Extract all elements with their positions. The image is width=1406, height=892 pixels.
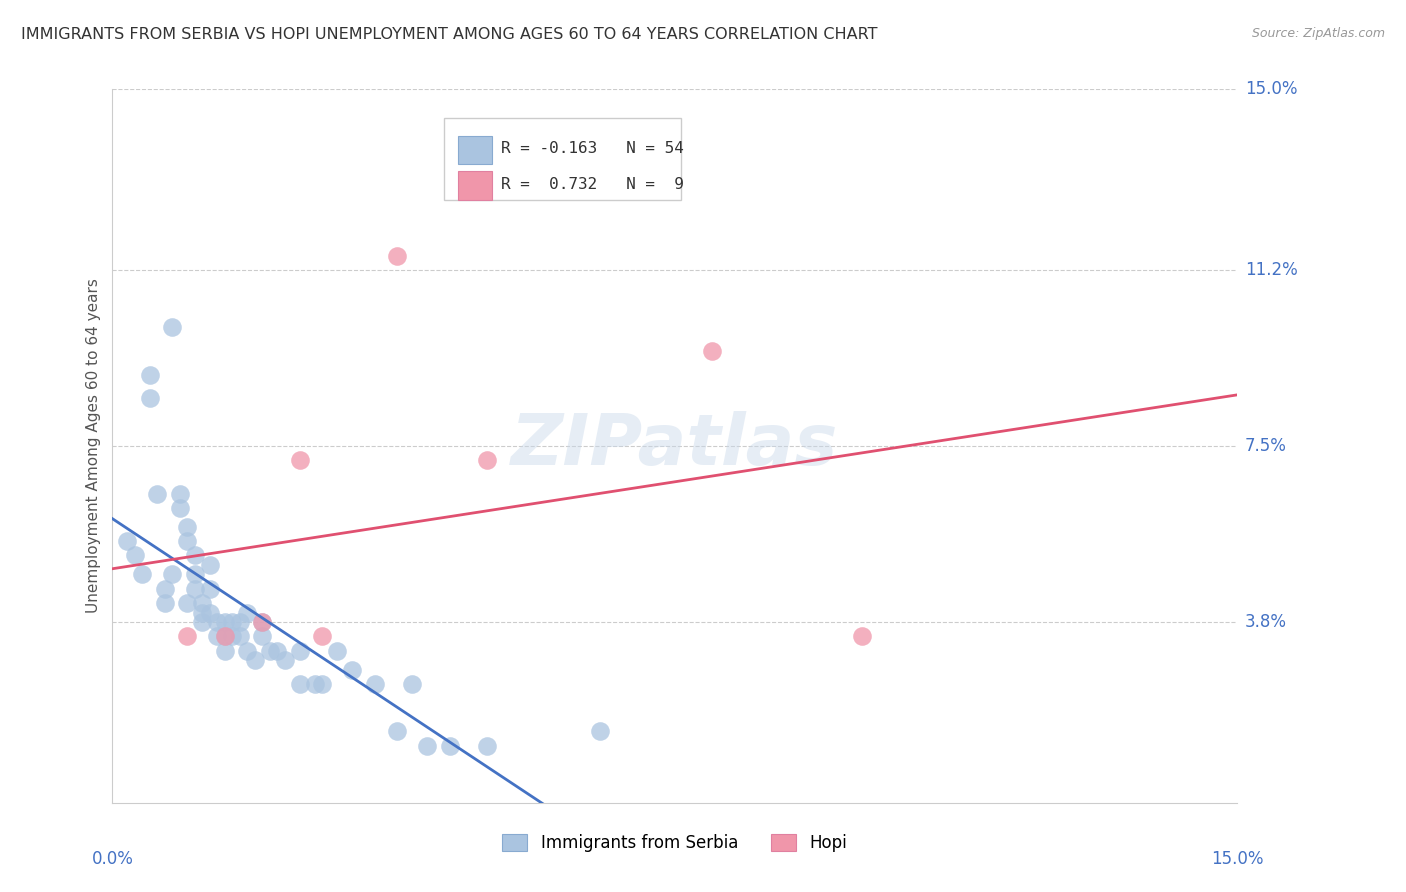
Point	[198, 606, 221, 620]
Point	[259, 643, 281, 657]
Point	[207, 615, 229, 629]
Point	[401, 677, 423, 691]
Point	[229, 629, 252, 643]
Point	[326, 643, 349, 657]
Point	[207, 629, 229, 643]
Point	[364, 677, 387, 691]
Point	[252, 615, 274, 629]
Text: 0.0%: 0.0%	[91, 850, 134, 869]
Point	[439, 739, 461, 753]
Text: 15.0%: 15.0%	[1211, 850, 1264, 869]
Point	[169, 486, 191, 500]
Point	[416, 739, 439, 753]
Point	[124, 549, 146, 563]
Point	[342, 663, 364, 677]
Point	[243, 653, 266, 667]
Point	[176, 596, 198, 610]
Text: R = -0.163   N = 54: R = -0.163 N = 54	[501, 141, 683, 156]
Point	[221, 615, 243, 629]
Point	[477, 739, 499, 753]
Point	[252, 629, 274, 643]
Text: 11.2%: 11.2%	[1244, 261, 1298, 279]
Point	[198, 582, 221, 596]
Point	[266, 643, 288, 657]
Point	[184, 567, 207, 582]
Point	[229, 615, 252, 629]
Point	[387, 724, 409, 739]
Point	[162, 320, 184, 334]
Point	[176, 629, 198, 643]
Point	[184, 549, 207, 563]
Point	[214, 629, 236, 643]
Point	[214, 615, 236, 629]
Text: 3.8%: 3.8%	[1244, 613, 1286, 631]
Y-axis label: Unemployment Among Ages 60 to 64 years: Unemployment Among Ages 60 to 64 years	[86, 278, 101, 614]
Point	[221, 629, 243, 643]
Text: IMMIGRANTS FROM SERBIA VS HOPI UNEMPLOYMENT AMONG AGES 60 TO 64 YEARS CORRELATIO: IMMIGRANTS FROM SERBIA VS HOPI UNEMPLOYM…	[21, 27, 877, 42]
Point	[153, 596, 176, 610]
Point	[274, 653, 297, 667]
Point	[176, 520, 198, 534]
Point	[236, 606, 259, 620]
Point	[311, 629, 333, 643]
Point	[139, 368, 162, 382]
Point	[169, 500, 191, 515]
Point	[191, 615, 214, 629]
Point	[851, 629, 873, 643]
Point	[236, 643, 259, 657]
Point	[198, 558, 221, 572]
Point	[288, 677, 311, 691]
Text: ZIPatlas: ZIPatlas	[512, 411, 838, 481]
Point	[131, 567, 153, 582]
Point	[702, 343, 724, 358]
Point	[214, 629, 236, 643]
Point	[288, 453, 311, 467]
Point	[162, 567, 184, 582]
Text: 15.0%: 15.0%	[1244, 80, 1298, 98]
Point	[214, 643, 236, 657]
Point	[117, 534, 139, 549]
FancyBboxPatch shape	[458, 171, 492, 200]
Point	[153, 582, 176, 596]
Point	[311, 677, 333, 691]
Legend: Immigrants from Serbia, Hopi: Immigrants from Serbia, Hopi	[496, 827, 853, 859]
Point	[387, 249, 409, 263]
Text: Source: ZipAtlas.com: Source: ZipAtlas.com	[1251, 27, 1385, 40]
Point	[589, 724, 612, 739]
FancyBboxPatch shape	[458, 136, 492, 164]
Point	[184, 582, 207, 596]
FancyBboxPatch shape	[444, 118, 681, 200]
Point	[252, 615, 274, 629]
Point	[304, 677, 326, 691]
Point	[191, 606, 214, 620]
Text: R =  0.732   N =  9: R = 0.732 N = 9	[501, 177, 683, 192]
Point	[146, 486, 169, 500]
Text: 7.5%: 7.5%	[1244, 437, 1286, 455]
Point	[176, 534, 198, 549]
Point	[191, 596, 214, 610]
Point	[477, 453, 499, 467]
Point	[288, 643, 311, 657]
Point	[139, 392, 162, 406]
